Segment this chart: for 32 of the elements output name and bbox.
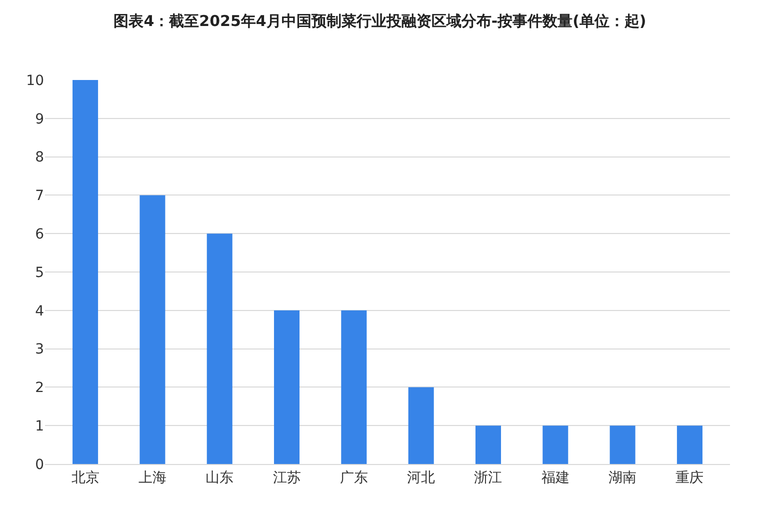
x-tick-label: 河北 (407, 470, 436, 486)
y-tick-label: 1 (35, 418, 44, 434)
x-tick-label: 江苏 (272, 470, 301, 486)
bar (610, 426, 636, 464)
bar (542, 426, 568, 464)
bar (475, 426, 501, 464)
x-tick-label: 广东 (340, 470, 368, 486)
y-tick-label: 0 (35, 456, 44, 473)
x-tick-label: 重庆 (676, 470, 704, 486)
bar (140, 195, 166, 464)
y-tick-label: 2 (35, 380, 44, 396)
y-tick-label: 4 (35, 303, 44, 320)
y-tick-label: 5 (35, 264, 44, 281)
y-tick-label: 8 (35, 150, 44, 166)
x-tick-label: 山东 (206, 470, 234, 486)
x-tick-label: 福建 (541, 470, 570, 486)
y-tick-label: 3 (35, 342, 44, 358)
bar (341, 310, 367, 464)
bar (408, 387, 434, 464)
y-tick-label: 6 (35, 226, 44, 242)
x-tick-label: 北京 (71, 470, 100, 486)
x-tick-label: 上海 (138, 470, 166, 486)
bar (274, 310, 300, 464)
bar (676, 426, 702, 464)
bar (206, 234, 232, 464)
y-tick-label: 7 (35, 188, 44, 204)
y-tick-label: 10 (26, 72, 44, 89)
x-tick-label: 湖南 (608, 470, 637, 486)
bar (72, 80, 98, 464)
chart-title: 图表4：截至2025年4月中国预制菜行业投融资区域分布-按事件数量(单位：起) (114, 12, 646, 30)
x-tick-label: 浙江 (474, 470, 502, 486)
y-tick-label: 9 (35, 111, 44, 128)
